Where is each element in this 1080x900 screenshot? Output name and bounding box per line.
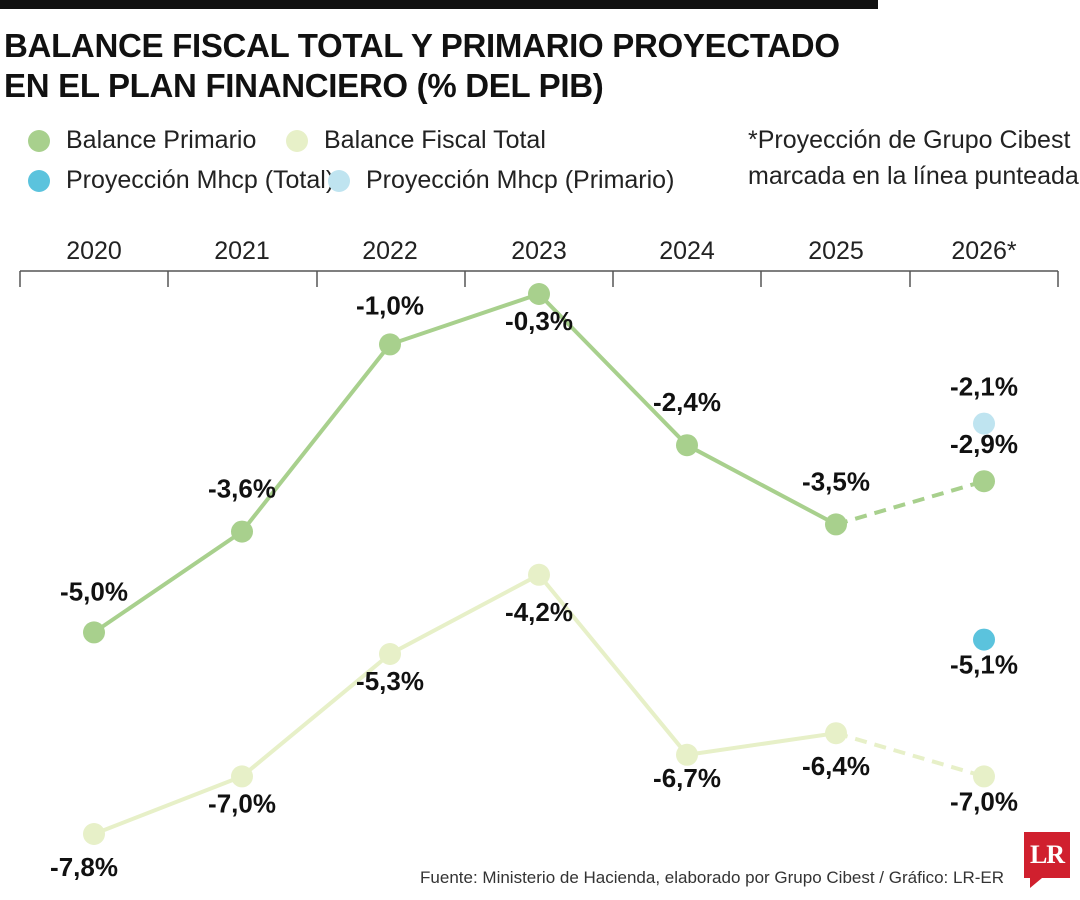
balance-fiscal-total-label-2022: -5,3% [356, 666, 424, 696]
x-tick-label-2025: 2025 [808, 237, 864, 265]
balance-primario-label-2021: -3,6% [208, 474, 276, 504]
legend-label: Balance Fiscal Total [324, 126, 546, 154]
x-tick-label-2021: 2021 [214, 237, 270, 265]
legend-label: Proyección Mhcp (Total) [66, 166, 335, 194]
balance-primario-label-2020: -5,0% [60, 576, 128, 606]
legend-item-proyeccion-total: Proyección Mhcp (Total) [28, 166, 334, 195]
note-line-2: marcada en la línea punteada [748, 162, 1079, 190]
balance-fiscal-total-point-2020 [83, 823, 105, 845]
legend-label: Balance Primario [66, 126, 257, 154]
balance-primario-point-2020 [83, 621, 105, 644]
balance-primario-label-2025: -3,5% [802, 466, 870, 496]
balance-fiscal-total-label-2026: -7,0% [950, 786, 1018, 816]
proyeccion-mhcp-primario-label: -2,1% [950, 372, 1018, 402]
chart-title: BALANCE FISCAL TOTAL Y PRIMARIO PROYECTA… [4, 26, 840, 106]
note-line-1: *Proyección de Grupo Cibest [748, 126, 1071, 154]
proyeccion-mhcp-total-label: -5,1% [950, 650, 1018, 680]
balance-primario-point-2024 [676, 434, 698, 457]
balance-fiscal-total-label-2021: -7,0% [208, 788, 276, 818]
balance-fiscal-total-point-2025 [825, 722, 847, 745]
balance-fiscal-total-point-2024 [676, 743, 698, 766]
balance-fiscal-total-label-2025: -6,4% [802, 751, 870, 781]
legend-item-balance-fiscal-total: Balance Fiscal Total [286, 126, 546, 155]
x-tick-label-2026: 2026* [951, 237, 1017, 265]
balance-primario-label-2022: -1,0% [356, 290, 424, 320]
balance-primario-label-2024: -2,4% [653, 387, 721, 417]
balance-primario-label-2023: -0,3% [505, 306, 573, 336]
x-tick-label-2023: 2023 [511, 237, 567, 265]
x-tick-label-2022: 2022 [362, 237, 418, 265]
balance-fiscal-total-label-2024: -6,7% [653, 763, 721, 793]
balance-fiscal-total-label-2020: -7,8% [50, 852, 118, 882]
legend-item-balance-primario: Balance Primario [28, 126, 256, 155]
legend-item-proyeccion-primario: Proyección Mhcp (Primario) [328, 166, 674, 195]
balance-fiscal-total-line [93, 572, 837, 836]
balance-primario-point-2022 [379, 333, 401, 356]
proyeccion-mhcp-primario-point [973, 412, 995, 435]
balance-primario-projection-line [835, 479, 985, 527]
lr-logo: LR [1024, 832, 1070, 888]
balance-fiscal-total-point-2023 [528, 563, 550, 586]
legend-dot [286, 129, 308, 152]
title-line-2: EN EL PLAN FINANCIERO (% DEL PIB) [4, 67, 604, 104]
legend-dot [28, 169, 50, 192]
source-note: Fuente: Ministerio de Hacienda, elaborad… [420, 868, 1004, 887]
top-rule [0, 0, 878, 9]
balance-primario-line [92, 291, 837, 635]
projection-note: *Proyección de Grupo Cibest marcada en l… [748, 122, 1079, 194]
legend-dot [28, 129, 50, 152]
x-tick-label-2020: 2020 [66, 237, 122, 265]
legend-dot [328, 169, 350, 192]
balance-fiscal-total-point-2022 [379, 643, 401, 665]
balance-fiscal-total-label-2023: -4,2% [505, 597, 573, 627]
title-line-1: BALANCE FISCAL TOTAL Y PRIMARIO PROYECTA… [4, 27, 840, 64]
balance-fiscal-total-point-2021 [231, 765, 253, 788]
balance-primario-point-2023 [528, 283, 550, 305]
balance-primario-point-2026 [973, 470, 995, 493]
balance-fiscal-total-projection-line [835, 731, 985, 779]
balance-fiscal-total-point-2026 [973, 765, 995, 788]
x-tick-label-2024: 2024 [659, 237, 715, 265]
proyeccion-mhcp-total-point [973, 628, 995, 651]
legend-label: Proyección Mhcp (Primario) [366, 166, 675, 194]
balance-primario-point-2025 [825, 513, 847, 536]
balance-primario-point-2021 [231, 520, 253, 543]
